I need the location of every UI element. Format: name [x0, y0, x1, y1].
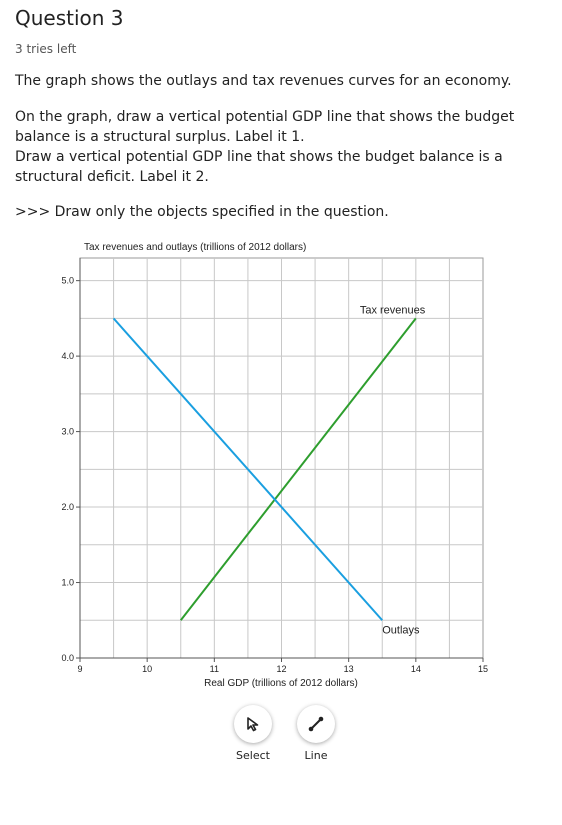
- grid: [79, 257, 484, 659]
- y-tick-label: 4.0: [61, 351, 74, 361]
- x-axis-title: Real GDP (trillions of 2012 dollars): [204, 678, 358, 689]
- tax-revenues-curve[interactable]: [179, 317, 417, 621]
- y-tick-label: 0.0: [61, 653, 74, 663]
- draw-note: >>> Draw only the objects specified in t…: [15, 204, 389, 220]
- select-tool-label: Select: [236, 749, 270, 762]
- question-instructions: On the graph, draw a vertical potential …: [15, 107, 555, 187]
- question-intro: The graph shows the outlays and tax reve…: [15, 73, 512, 89]
- instruction-surplus: On the graph, draw a vertical potential …: [15, 109, 515, 145]
- outlays-label: Outlays: [382, 624, 420, 636]
- y-tick-label: 5.0: [61, 276, 74, 286]
- x-tick-label: 14: [411, 664, 421, 674]
- question-title: Question 3: [15, 6, 124, 30]
- tax-revenues-label: Tax revenues: [360, 304, 426, 316]
- select-tool-button[interactable]: Select: [223, 705, 283, 762]
- x-tick-label: 12: [276, 664, 286, 674]
- tick-labels: 9 10 11 12 13 14 15 0.0 1.0 2.0 3.0 4.0 5.0: [61, 276, 488, 674]
- series-labels: Tax revenues Outlays: [360, 304, 426, 636]
- y-tick-label: 2.0: [61, 502, 74, 512]
- x-tick-label: 10: [142, 664, 152, 674]
- drawing-toolbar: Select Line: [0, 705, 562, 775]
- y-tick-label: 1.0: [61, 578, 74, 588]
- tries-left: 3 tries left: [15, 42, 77, 56]
- line-tool-button[interactable]: Line: [286, 705, 346, 762]
- outlays-curve[interactable]: [112, 317, 383, 621]
- cursor-arrow-icon: [247, 717, 259, 732]
- y-tick-label: 3.0: [61, 427, 74, 437]
- x-tick-label: 9: [77, 664, 82, 674]
- line-tool-icon: [308, 716, 324, 732]
- y-axis-title: Tax revenues and outlays (trillions of 2…: [84, 242, 306, 253]
- instruction-deficit: Draw a vertical potential GDP line that …: [15, 149, 503, 185]
- line-tool-circle[interactable]: [297, 705, 335, 743]
- x-tick-label: 11: [210, 664, 219, 674]
- line-tool-label: Line: [304, 749, 328, 762]
- graph-area[interactable]: 9 10 11 12 13 14 15 0.0 1.0 2.0 3.0 4.0 5.0 Tax reve…: [0, 236, 562, 696]
- series-lines[interactable]: [112, 317, 417, 621]
- x-tick-label: 15: [478, 664, 488, 674]
- x-tick-label: 13: [344, 664, 354, 674]
- select-tool-circle[interactable]: [234, 705, 272, 743]
